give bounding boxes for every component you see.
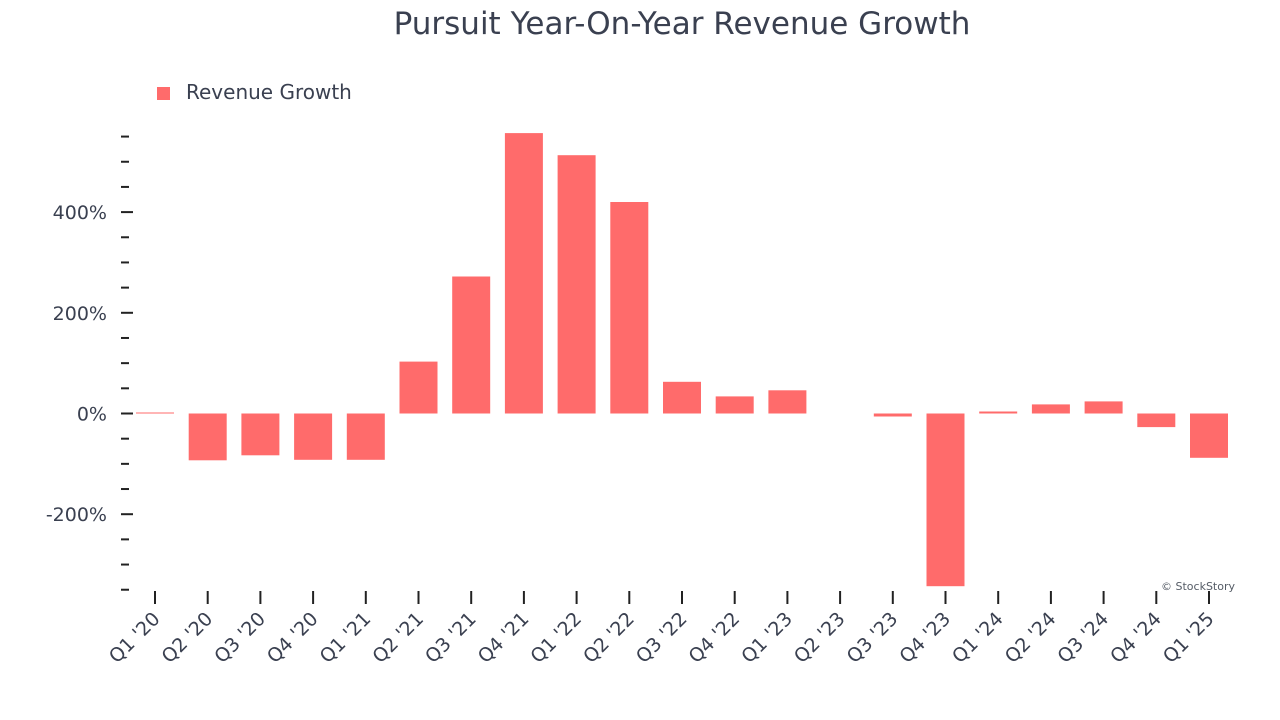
- bar-q2-24: [1031, 404, 1070, 414]
- x-tick-label: Q4 '24: [1106, 608, 1166, 668]
- y-tick-label: -200%: [46, 504, 107, 526]
- x-tick-label: Q4 '21: [474, 608, 534, 668]
- x-tick-label: Q1 '25: [1159, 608, 1219, 668]
- x-tick-label: Q4 '22: [684, 608, 744, 668]
- x-tick-label: Q1 '23: [737, 608, 797, 668]
- bar-q2-21: [399, 361, 438, 414]
- x-tick-label: Q2 '20: [157, 608, 217, 668]
- bar-q3-22: [663, 381, 701, 414]
- x-tick-label: Q1 '22: [526, 608, 586, 668]
- bar-q2-20: [188, 413, 227, 461]
- bar-q4-21: [504, 133, 543, 414]
- y-tick-label: 400%: [53, 202, 107, 224]
- legend-swatch: [157, 87, 170, 100]
- x-tick-label: Q4 '20: [263, 608, 323, 668]
- x-tick-label: Q3 '21: [421, 608, 481, 668]
- y-axis: -200% 0% 200% 400%: [46, 135, 133, 591]
- bar-q1-21: [346, 413, 385, 460]
- bar-q3-24: [1084, 401, 1123, 414]
- bar-q4-22: [715, 396, 754, 414]
- x-tick-label: Q1 '24: [948, 608, 1008, 668]
- x-tick-label: Q3 '22: [632, 608, 692, 668]
- chart-title: Pursuit Year-On-Year Revenue Growth: [394, 6, 971, 42]
- bar-q4-20: [294, 413, 333, 460]
- x-tick-label: Q4 '23: [895, 608, 955, 668]
- bar-q2-22: [610, 202, 649, 414]
- bar-q1-22: [557, 155, 596, 414]
- y-tick-label: 200%: [53, 303, 107, 325]
- legend-label: Revenue Growth: [186, 80, 352, 104]
- bar-q3-23: [873, 413, 912, 417]
- x-tick-label: Q3 '24: [1053, 608, 1113, 668]
- watermark: © StockStory: [1161, 580, 1235, 593]
- bar-q3-20: [241, 413, 280, 456]
- x-tick-label: Q1 '20: [105, 608, 165, 668]
- x-tick-label: Q1 '21: [316, 608, 376, 668]
- bar-q1-20: [136, 412, 174, 414]
- bar-q1-24: [979, 411, 1018, 414]
- bar-q4-24: [1137, 413, 1176, 428]
- x-tick-label: Q2 '21: [368, 608, 428, 668]
- x-tick-label: Q3 '23: [843, 608, 903, 668]
- x-tick-label: Q2 '24: [1001, 608, 1061, 668]
- bar-q1-23: [768, 390, 807, 414]
- legend: Revenue Growth: [157, 80, 352, 104]
- bar-q4-23: [926, 413, 965, 587]
- bar-q3-21: [452, 276, 491, 414]
- bar-q1-25: [1190, 413, 1228, 458]
- x-tick-label: Q2 '22: [579, 608, 639, 668]
- y-tick-label: 0%: [77, 404, 107, 426]
- bars: [136, 133, 1228, 587]
- x-tick-label: Q2 '23: [790, 608, 850, 668]
- x-tick-label: Q3 '20: [210, 608, 270, 668]
